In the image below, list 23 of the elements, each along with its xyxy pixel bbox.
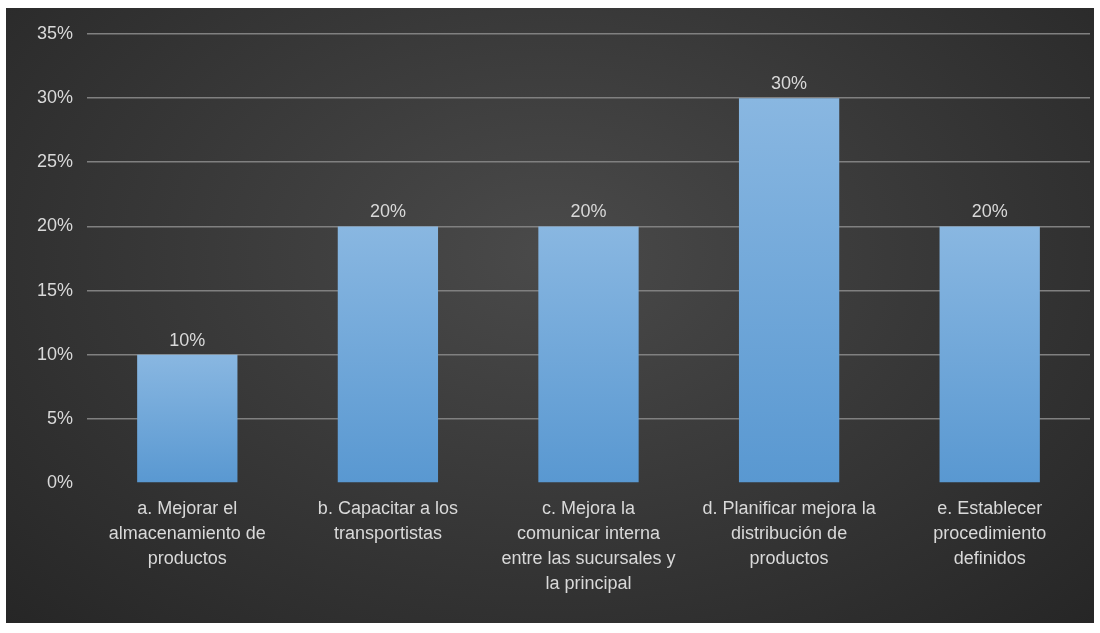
x-tick-label: c. Mejora la comunicar interna entre las sucursales y la principal [501, 498, 676, 593]
x-tick-label: a. Mejorar el almacenamiento de productos [108, 498, 266, 569]
bar [137, 354, 238, 483]
data-label: 20% [971, 201, 1008, 222]
x-tick-label: b. Capacitar a los transportistas [317, 498, 458, 544]
data-label: 20% [369, 201, 406, 222]
bar [738, 98, 840, 483]
y-tick-label: 30% [36, 87, 73, 108]
y-tick-label: 10% [36, 343, 73, 364]
y-tick-label: 25% [36, 151, 73, 172]
bar [538, 226, 639, 483]
y-tick-label: 15% [36, 279, 73, 300]
x-tick-label: e. Establecer procedimiento definidos [933, 498, 1047, 569]
y-tick-label: 20% [36, 215, 73, 236]
data-label: 20% [570, 201, 607, 222]
y-tick-label: 35% [36, 22, 73, 43]
y-tick-label: 5% [46, 407, 73, 428]
data-label: 30% [771, 73, 808, 94]
x-tick-label: d. Planificar mejora la distribución de productos [702, 498, 877, 569]
bar [337, 226, 439, 483]
bar [939, 226, 1040, 483]
y-tick-label: 0% [46, 471, 73, 492]
data-label: 10% [169, 329, 206, 350]
